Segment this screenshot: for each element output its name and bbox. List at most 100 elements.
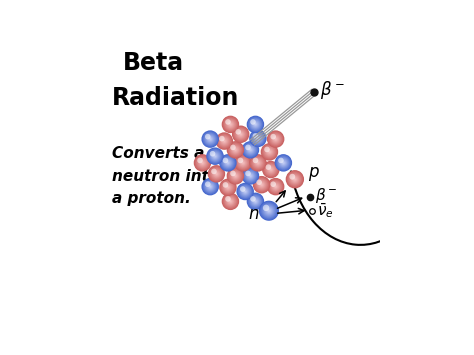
Circle shape (225, 119, 231, 125)
Circle shape (207, 136, 213, 142)
Circle shape (292, 176, 298, 182)
Circle shape (209, 149, 221, 163)
Circle shape (269, 180, 282, 193)
Circle shape (234, 128, 247, 141)
Circle shape (227, 187, 228, 188)
Circle shape (274, 154, 292, 171)
Circle shape (264, 146, 275, 158)
Circle shape (253, 199, 257, 203)
Circle shape (242, 141, 259, 159)
Circle shape (225, 196, 236, 207)
Circle shape (238, 132, 243, 136)
Circle shape (290, 174, 300, 185)
Circle shape (203, 132, 218, 146)
Circle shape (242, 188, 249, 195)
Circle shape (240, 186, 246, 192)
Circle shape (249, 130, 267, 147)
Circle shape (233, 127, 248, 142)
Circle shape (235, 155, 251, 171)
Circle shape (250, 119, 256, 125)
Circle shape (237, 131, 244, 138)
Circle shape (227, 186, 229, 189)
Circle shape (267, 178, 284, 195)
Circle shape (221, 156, 235, 169)
Circle shape (205, 181, 215, 192)
Circle shape (250, 155, 266, 171)
Circle shape (222, 139, 227, 143)
Circle shape (208, 137, 212, 141)
Circle shape (271, 181, 281, 192)
Circle shape (226, 161, 230, 165)
Circle shape (232, 172, 239, 180)
Circle shape (238, 184, 253, 199)
Circle shape (222, 193, 238, 209)
Circle shape (273, 185, 278, 189)
Circle shape (229, 170, 241, 182)
Circle shape (237, 184, 253, 200)
Circle shape (237, 183, 254, 200)
Circle shape (276, 155, 291, 170)
Circle shape (270, 181, 282, 192)
Circle shape (214, 172, 219, 176)
Circle shape (278, 157, 289, 169)
Circle shape (261, 203, 276, 218)
Circle shape (238, 158, 248, 168)
Circle shape (239, 133, 242, 136)
Circle shape (281, 161, 285, 165)
Circle shape (241, 161, 245, 165)
Text: Beta: Beta (123, 51, 184, 75)
Circle shape (206, 182, 215, 191)
Circle shape (265, 164, 271, 170)
Circle shape (251, 131, 265, 146)
Circle shape (268, 131, 283, 147)
Circle shape (226, 120, 235, 129)
Circle shape (271, 182, 280, 191)
Circle shape (251, 156, 264, 169)
Circle shape (254, 135, 262, 142)
Circle shape (262, 161, 280, 178)
Circle shape (213, 171, 219, 177)
Circle shape (256, 179, 267, 191)
Circle shape (249, 195, 262, 208)
Circle shape (226, 185, 230, 190)
Circle shape (207, 183, 214, 190)
Circle shape (267, 130, 284, 148)
Circle shape (267, 209, 271, 212)
Circle shape (228, 121, 233, 127)
Circle shape (209, 166, 224, 181)
Circle shape (247, 173, 254, 179)
Circle shape (259, 182, 264, 187)
Circle shape (271, 135, 280, 143)
Circle shape (220, 137, 228, 145)
Circle shape (229, 200, 232, 203)
Circle shape (200, 160, 205, 166)
Circle shape (259, 201, 279, 221)
Circle shape (232, 126, 249, 143)
Circle shape (224, 118, 237, 131)
Circle shape (292, 177, 297, 181)
Circle shape (237, 130, 245, 139)
Circle shape (224, 183, 232, 192)
Circle shape (233, 174, 237, 178)
Circle shape (252, 132, 264, 144)
Circle shape (210, 186, 211, 187)
Circle shape (229, 169, 242, 182)
Circle shape (207, 136, 214, 143)
Circle shape (246, 146, 255, 154)
Circle shape (221, 138, 227, 144)
Circle shape (225, 160, 231, 166)
Circle shape (210, 152, 219, 160)
Circle shape (253, 122, 257, 127)
Circle shape (210, 138, 211, 140)
Circle shape (247, 116, 264, 132)
Circle shape (262, 144, 277, 160)
Circle shape (230, 124, 231, 125)
Circle shape (270, 181, 276, 187)
Text: n: n (248, 205, 259, 223)
Circle shape (269, 151, 270, 153)
Circle shape (222, 193, 239, 210)
Circle shape (264, 163, 277, 176)
Circle shape (269, 168, 272, 171)
Circle shape (246, 193, 264, 210)
Circle shape (220, 179, 236, 195)
